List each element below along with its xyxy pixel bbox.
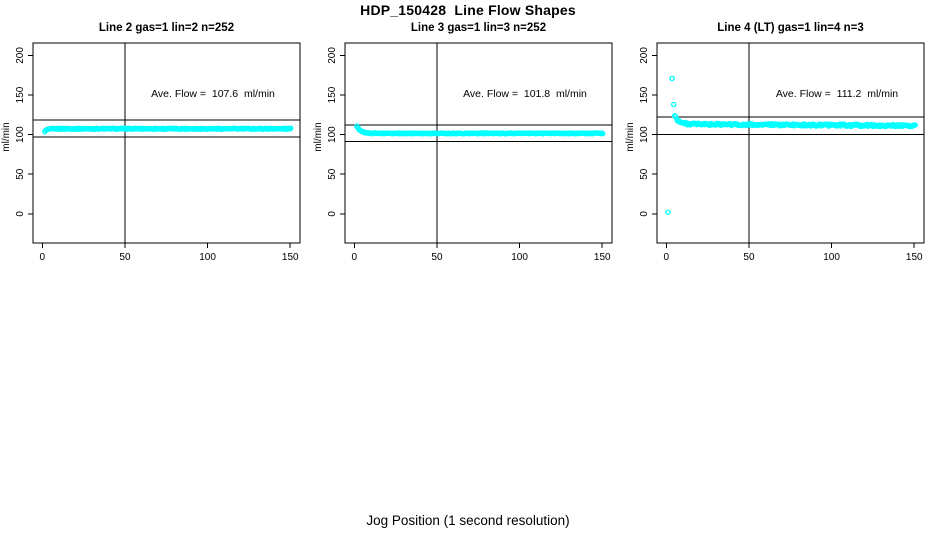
panel-line-2: Line 2 gas=1 lin=2 n=252 ml/min Ave. Flo… bbox=[1, 22, 301, 263]
x-tick-label: 0 bbox=[352, 252, 358, 263]
data-point bbox=[670, 101, 677, 108]
y-tick-label: 150 bbox=[15, 86, 26, 103]
x-tick-label: 100 bbox=[511, 252, 528, 263]
ave-flow-annotation: Ave. Flow = 101.8 ml/min bbox=[463, 88, 587, 100]
y-tick-label: 100 bbox=[327, 126, 338, 143]
data-point bbox=[287, 125, 294, 132]
x-tick-label: 50 bbox=[431, 252, 443, 263]
x-tick-label: 0 bbox=[664, 252, 670, 263]
plot-area-line-4: 0 50 100 150 0 50 100 150 200 bbox=[639, 42, 925, 263]
plot-area-line-3: 0 50 100 150 0 50 100 150 200 bbox=[327, 42, 613, 263]
data-point bbox=[669, 75, 675, 82]
x-tick-label: 150 bbox=[594, 252, 611, 263]
y-tick-label: 50 bbox=[327, 168, 338, 180]
y-tick-label: 0 bbox=[327, 211, 338, 217]
x-axis-title: Jog Position (1 second resolution) bbox=[366, 513, 570, 528]
chart-main-title: HDP_150428 Line Flow Shapes bbox=[360, 2, 576, 18]
ave-flow-annotation: Ave. Flow = 111.2 ml/min bbox=[775, 88, 899, 100]
data-point bbox=[599, 130, 606, 137]
ave-flow-annotation: Ave. Flow = 107.6 ml/min bbox=[151, 88, 275, 100]
plot-box bbox=[656, 42, 925, 244]
plot-box bbox=[32, 42, 301, 244]
x-tick-label: 0 bbox=[40, 252, 46, 263]
panel-title: Line 4 (LT) gas=1 lin=4 n=3 bbox=[717, 22, 864, 34]
y-tick-label: 50 bbox=[15, 168, 26, 180]
x-tick-label: 50 bbox=[743, 252, 755, 263]
y-tick-label: 100 bbox=[639, 126, 650, 143]
y-tick-label: 100 bbox=[15, 126, 26, 143]
panel-line-3: Line 3 gas=1 lin=3 n=252 ml/min Ave. Flo… bbox=[313, 22, 613, 263]
x-tick-label: 150 bbox=[282, 252, 299, 263]
y-tick-label: 150 bbox=[639, 86, 650, 103]
y-tick-label: 200 bbox=[639, 47, 650, 64]
y-tick-label: 200 bbox=[327, 47, 338, 64]
y-tick-label: 150 bbox=[327, 86, 338, 103]
y-tick-label: 0 bbox=[639, 211, 650, 217]
plot-box bbox=[344, 42, 613, 244]
x-tick-label: 100 bbox=[823, 252, 840, 263]
y-tick-label: 0 bbox=[15, 211, 26, 217]
y-tick-label: 200 bbox=[15, 47, 26, 64]
panel-title: Line 3 gas=1 lin=3 n=252 bbox=[410, 22, 547, 34]
data-point bbox=[912, 122, 918, 128]
x-tick-label: 100 bbox=[199, 252, 216, 263]
x-tick-label: 50 bbox=[119, 252, 131, 263]
plot-area-line-2: 0 50 100 150 0 50 100 150 200 bbox=[15, 42, 301, 263]
x-tick-label: 150 bbox=[906, 252, 923, 263]
panel-line-4: Line 4 (LT) gas=1 lin=4 n=3 ml/min Ave. … bbox=[625, 22, 925, 263]
y-tick-label: 50 bbox=[639, 168, 650, 180]
data-point bbox=[665, 209, 671, 215]
panel-title: Line 2 gas=1 lin=2 n=252 bbox=[98, 22, 235, 34]
